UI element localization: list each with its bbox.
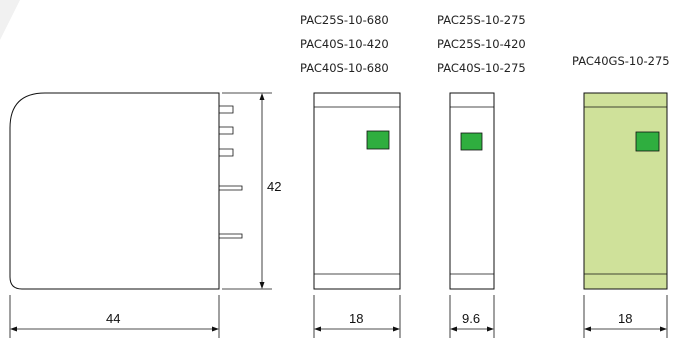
pin [219,148,234,157]
model-label: PAC25S-10-275 [437,13,526,27]
front-view-b-body [449,92,495,290]
front-view-a-body [313,92,401,290]
dimension-front-a-label: 18 [349,311,363,326]
dimension-height-label: 42 [267,179,281,194]
front-b-width-dimension: 9.6 [449,295,495,338]
model-label: PAC40S-10-420 [300,37,389,51]
model-label: PAC25S-10-420 [437,37,526,51]
model-label: PAC25S-10-680 [300,13,389,27]
model-labels-group-3: PAC40GS-10-275 [572,54,670,68]
front-c-width-dimension: 18 [583,295,668,338]
pin [219,126,234,135]
side-width-dimension: 44 [9,295,220,338]
side-view [9,92,243,290]
height-dimension: 42 [222,92,281,290]
pin [219,185,243,191]
front-view-b [449,92,495,290]
front-view-c [583,92,668,290]
model-labels-group-2: PAC25S-10-275 PAC25S-10-420 PAC40S-10-27… [437,13,526,75]
dimension-side-width-label: 44 [106,311,120,326]
indicator-window [460,132,483,151]
model-label: PAC40S-10-275 [437,61,526,75]
dimension-front-b-label: 9.6 [462,311,480,326]
front-view-c-body [583,92,668,290]
indicator-window [366,130,390,150]
pin [219,233,243,239]
model-label: PAC40S-10-680 [300,61,389,75]
front-view-a [313,92,401,290]
model-labels-group-1: PAC25S-10-680 PAC40S-10-420 PAC40S-10-68… [300,13,389,75]
side-view-body [9,92,220,290]
dimension-front-c-label: 18 [618,311,632,326]
indicator-window [635,131,660,152]
model-label: PAC40GS-10-275 [572,54,670,68]
front-a-width-dimension: 18 [313,295,401,338]
pin [219,105,234,114]
corner-shade [0,0,20,40]
